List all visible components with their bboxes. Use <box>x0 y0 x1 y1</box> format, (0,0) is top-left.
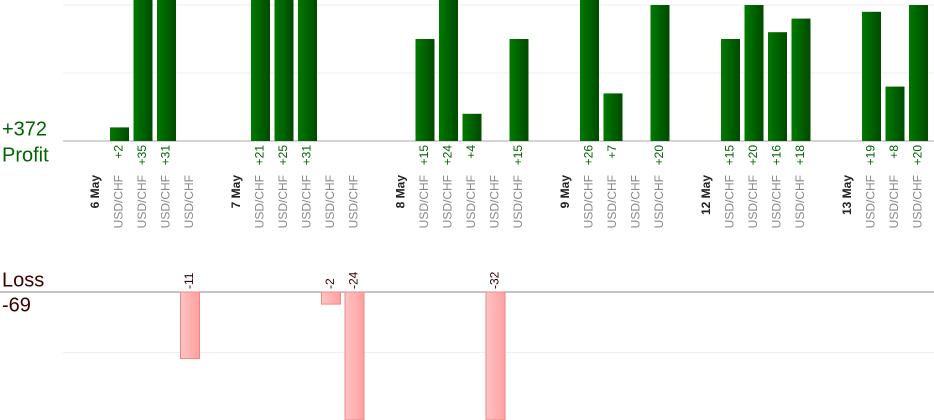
value-label: +15 <box>417 145 431 166</box>
bar <box>768 32 787 142</box>
x-tick-label: USD/CHF <box>276 175 290 228</box>
x-tick-label: USD/CHF <box>441 175 455 228</box>
value-label: +20 <box>911 145 925 166</box>
bar <box>133 0 153 141</box>
value-label: +16 <box>770 145 784 166</box>
value-label: +35 <box>135 145 149 166</box>
x-tick-label: USD/CHF <box>887 175 901 228</box>
x-tick-label: USD/CHF <box>582 175 596 228</box>
x-tick-label: USD/CHF <box>464 175 478 228</box>
value-label: -2 <box>323 278 337 289</box>
profit-total: +372 <box>2 118 47 140</box>
x-tick-label: USD/CHF <box>112 175 126 228</box>
bar <box>251 0 270 141</box>
value-label: +20 <box>652 145 666 166</box>
bar <box>110 127 129 141</box>
x-tick-label: USD/CHF <box>511 175 525 228</box>
bar <box>885 86 905 141</box>
value-label: +24 <box>441 145 455 166</box>
value-label: +19 <box>864 145 878 166</box>
profit-label: Profit <box>2 144 49 166</box>
x-tick-label: USD/CHF <box>417 175 431 228</box>
value-label: +31 <box>159 145 173 166</box>
bar <box>157 0 176 141</box>
date-label: 6 May <box>88 175 102 209</box>
x-tick-label: USD/CHF <box>723 175 737 228</box>
date-label: 8 May <box>394 175 408 209</box>
x-tick-label: USD/CHF <box>347 175 361 228</box>
bar <box>909 5 928 141</box>
bar <box>462 113 482 141</box>
bar <box>321 291 341 305</box>
x-tick-label: USD/CHF <box>159 175 173 228</box>
value-label: +8 <box>887 145 901 159</box>
x-tick-label: USD/CHF <box>864 175 878 228</box>
date-label: 12 May <box>699 175 713 215</box>
value-label: +31 <box>300 145 314 166</box>
bar <box>485 291 506 420</box>
date-label: 13 May <box>840 175 854 215</box>
x-tick-label: USD/CHF <box>488 175 502 228</box>
bar <box>509 39 529 141</box>
value-label: -24 <box>347 271 361 289</box>
value-label: +18 <box>793 145 807 166</box>
x-tick-label: USD/CHF <box>629 175 643 228</box>
x-tick-label: USD/CHF <box>300 175 314 228</box>
bar <box>344 291 365 420</box>
value-label: +20 <box>746 145 760 166</box>
bar <box>580 0 599 141</box>
value-label: +25 <box>276 145 290 166</box>
value-label: -32 <box>488 271 502 289</box>
bar <box>180 291 200 360</box>
x-tick-label: USD/CHF <box>652 175 666 228</box>
x-tick-label: USD/CHF <box>770 175 784 228</box>
bar <box>415 39 435 141</box>
bar <box>650 5 670 141</box>
x-tick-label: USD/CHF <box>323 175 337 228</box>
x-tick-label: USD/CHF <box>253 175 267 228</box>
bar <box>862 11 881 141</box>
x-tick-label: USD/CHF <box>182 175 196 228</box>
x-tick-label: USD/CHF <box>911 175 925 228</box>
x-tick-label: USD/CHF <box>793 175 807 228</box>
date-label: 7 May <box>229 175 243 209</box>
x-tick-label: USD/CHF <box>605 175 619 228</box>
value-label: +26 <box>582 145 596 166</box>
bar <box>721 39 740 141</box>
date-label: 9 May <box>558 175 572 209</box>
value-label: +4 <box>464 145 478 159</box>
bar <box>744 5 764 141</box>
bar <box>298 0 317 141</box>
value-label: +15 <box>511 145 525 166</box>
value-label: +15 <box>723 145 737 166</box>
bar <box>603 93 623 141</box>
x-tick-label: USD/CHF <box>746 175 760 228</box>
value-label: +21 <box>253 145 267 166</box>
bar <box>439 0 458 141</box>
value-label: +2 <box>112 145 126 159</box>
value-label: +7 <box>605 145 619 159</box>
bar <box>274 0 294 141</box>
value-label: -11 <box>182 272 196 289</box>
loss-total: -69 <box>2 294 31 316</box>
bar <box>791 18 811 142</box>
x-tick-label: USD/CHF <box>135 175 149 228</box>
loss-label: Loss <box>2 269 44 291</box>
